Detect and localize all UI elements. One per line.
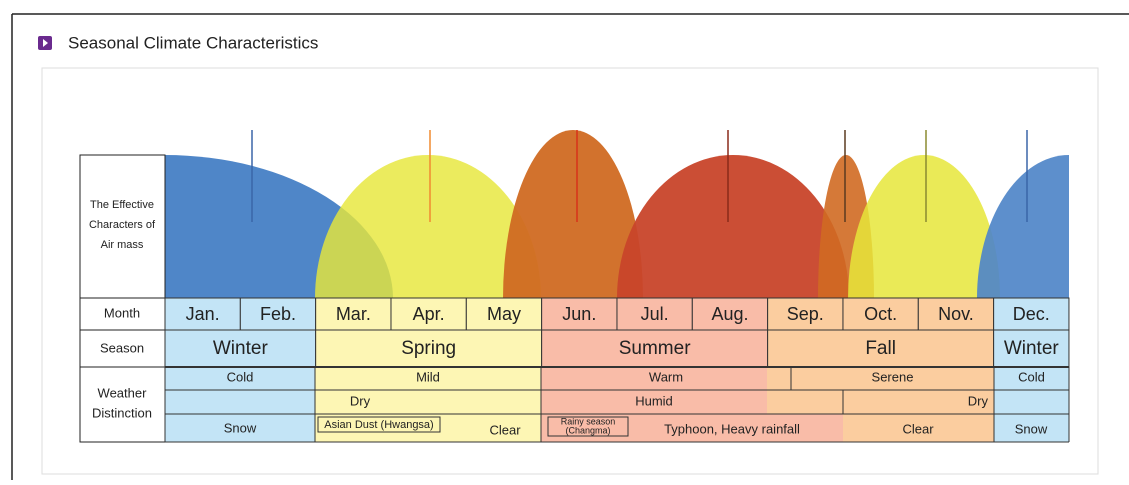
weather-label: Dry xyxy=(968,393,989,408)
month-label: Nov. xyxy=(938,304,974,324)
month-label: Mar. xyxy=(336,304,371,324)
weather-cell xyxy=(767,390,994,414)
label-cell xyxy=(79,154,166,299)
weather-label: Serene xyxy=(872,369,914,384)
month-cell xyxy=(842,297,919,331)
weather-label: Mild xyxy=(416,369,440,384)
season-cell xyxy=(767,329,995,368)
season-cell xyxy=(541,329,769,368)
season-label: Winter xyxy=(213,338,269,359)
month-label: Jul. xyxy=(641,304,669,324)
weather-cell xyxy=(165,367,315,390)
month-label: Dec. xyxy=(1013,304,1050,324)
month-label: Aug. xyxy=(711,304,748,324)
weather-cell xyxy=(315,414,541,442)
weather-label: Dry xyxy=(350,393,371,408)
weather-cell xyxy=(165,390,315,414)
air-mass xyxy=(848,155,1000,298)
air-mass xyxy=(503,130,643,298)
weather-cell xyxy=(791,367,994,390)
season-label: Winter xyxy=(1004,338,1060,359)
season-label: Fall xyxy=(865,338,896,359)
weather-label: Rainy season xyxy=(561,416,616,426)
label-cell xyxy=(79,366,166,443)
row-label: Distinction xyxy=(92,405,152,420)
title-icon-arrow xyxy=(43,39,48,47)
weather-cell xyxy=(541,390,767,414)
month-label: Jun. xyxy=(562,304,596,324)
month-cell xyxy=(691,297,769,331)
weather-cell xyxy=(767,367,791,390)
month-label: May xyxy=(487,304,521,324)
title: Seasonal Climate Characteristics xyxy=(68,33,318,52)
weather-label: Warm xyxy=(649,369,683,384)
label-cell xyxy=(79,297,166,331)
month-cell xyxy=(390,297,467,331)
row-label: Month xyxy=(104,305,140,320)
label-box xyxy=(547,416,629,437)
row-label: The Effective xyxy=(90,199,154,211)
row-label: Season xyxy=(100,340,144,355)
row-label: Characters of xyxy=(89,219,156,231)
weather-cell xyxy=(315,367,541,390)
season-label: Summer xyxy=(619,338,691,359)
label-cell xyxy=(79,329,166,368)
weather-cell xyxy=(315,390,541,414)
month-label: Sep. xyxy=(787,304,824,324)
row-label: Weather xyxy=(98,385,148,400)
weather-label: Humid xyxy=(635,393,673,408)
month-cell xyxy=(616,297,693,331)
month-cell xyxy=(541,297,618,331)
weather-label: Snow xyxy=(1015,421,1048,436)
weather-label: Asian Dust (Hwangsa) xyxy=(324,419,433,431)
month-label: Oct. xyxy=(864,304,897,324)
season-cell xyxy=(993,329,1070,368)
season-cell xyxy=(315,329,543,368)
month-label: Jan. xyxy=(186,304,220,324)
weather-label: Clear xyxy=(489,422,521,437)
month-cell xyxy=(465,297,543,331)
month-cell xyxy=(767,297,844,331)
weather-cell xyxy=(994,414,1069,442)
month-cell xyxy=(993,297,1070,331)
weather-cell xyxy=(843,414,994,442)
weather-cell xyxy=(994,367,1069,390)
season-label: Spring xyxy=(401,338,456,359)
weather-cell xyxy=(541,414,843,442)
season-cell xyxy=(164,329,317,368)
weather-cell xyxy=(994,390,1069,414)
air-mass xyxy=(977,155,1069,298)
weather-cell xyxy=(165,414,315,442)
weather-label: Cold xyxy=(1018,369,1045,384)
label-box xyxy=(317,416,441,433)
weather-cell xyxy=(541,367,767,390)
row-label: Air mass xyxy=(101,239,144,251)
air-mass xyxy=(315,155,541,298)
month-label: Apr. xyxy=(413,304,445,324)
weather-label: (Changma) xyxy=(565,425,610,435)
month-label: Feb. xyxy=(260,304,296,324)
air-mass-area xyxy=(165,130,1069,298)
content-box xyxy=(41,67,1099,475)
weather-label: Cold xyxy=(227,369,254,384)
weather-label: Typhoon, Heavy rainfall xyxy=(664,421,800,436)
month-cell xyxy=(315,297,392,331)
air-mass xyxy=(617,155,849,298)
month-cell xyxy=(239,297,317,331)
weather-label: Snow xyxy=(224,420,257,435)
weather-label: Clear xyxy=(902,421,934,436)
